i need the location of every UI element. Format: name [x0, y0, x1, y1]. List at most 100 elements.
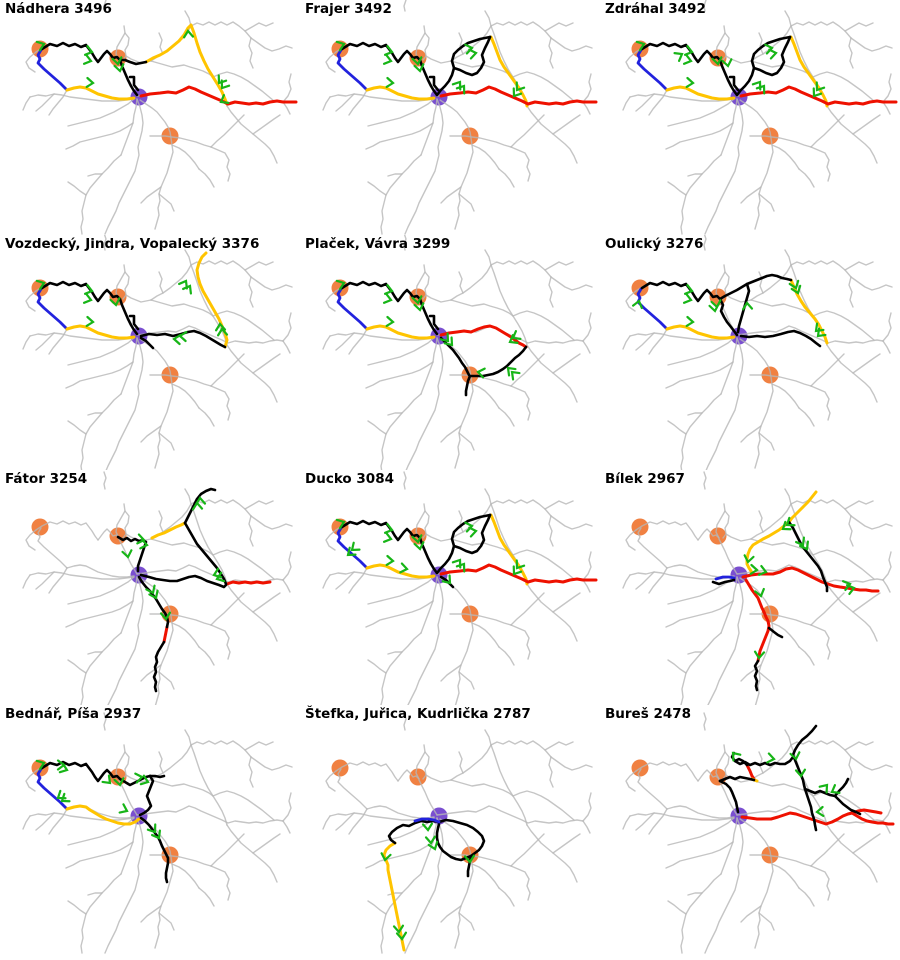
trail-segment: [365, 841, 434, 869]
trail-segment: [680, 873, 722, 954]
trail-segment: [450, 538, 514, 556]
trail-segment: [80, 393, 122, 470]
trail-segment: [758, 912, 775, 931]
route-map: [622, 712, 895, 954]
trail-segment: [252, 114, 281, 135]
route-path-black: [40, 280, 122, 303]
trail-segment: [322, 96, 331, 111]
trail-segment: [725, 55, 752, 64]
trail-segment: [387, 892, 403, 896]
trail-segment: [415, 503, 426, 539]
trail-segment: [29, 332, 135, 341]
trail-segment: [544, 261, 574, 271]
trail-segment: [403, 471, 407, 490]
direction-arrow-icon: [346, 546, 357, 557]
direction-arrow-icon: [113, 777, 125, 787]
trail-segment: [582, 340, 591, 354]
trail-segment: [420, 576, 438, 634]
trail-segment: [212, 310, 275, 341]
direction-arrow-icon: [151, 829, 161, 840]
route-path-black: [128, 314, 140, 331]
trail-segment: [348, 328, 368, 355]
direction-arrow-icon: [385, 315, 395, 328]
route-paths: [711, 490, 880, 692]
route-path-blue: [714, 575, 736, 581]
trail-segment: [87, 173, 103, 177]
direction-arrow-icon: [83, 45, 94, 56]
trail-segment: [798, 887, 815, 907]
trail-segment: [625, 290, 637, 312]
panel-title: Vozdecký, Jindra, Vopalecký 3376: [5, 236, 260, 252]
trail-segment: [798, 407, 815, 427]
trail-segment: [140, 905, 162, 923]
panel-title: Frajer 3492: [305, 1, 392, 17]
trail-segment: [882, 312, 892, 342]
trail-segment: [471, 383, 500, 409]
trail-segment: [715, 503, 726, 539]
trail-segment: [739, 818, 774, 949]
direction-arrow-icon: [814, 322, 825, 333]
panel-title: Bednář, Píša 2937: [5, 706, 142, 722]
trail-segment: [103, 235, 107, 251]
direction-arrow-icon: [134, 772, 144, 784]
trail-segment: [810, 833, 845, 867]
route-path-red: [745, 763, 756, 781]
trail-segment: [380, 632, 422, 705]
trail-segment: [512, 549, 575, 580]
direction-arrow-icon: [182, 284, 192, 295]
trail-segment: [722, 751, 730, 780]
direction-arrow-icon: [512, 565, 523, 576]
trail-segment: [740, 664, 762, 682]
direction-arrow-icon: [113, 63, 125, 73]
direction-arrow-icon: [753, 650, 766, 660]
trail-segment: [667, 659, 687, 674]
trail-segment: [322, 815, 331, 830]
trail-segment: [282, 101, 291, 115]
trail-segment: [625, 770, 637, 792]
trail-segment: [665, 122, 734, 150]
trail-segment: [449, 613, 512, 626]
trail-segment: [415, 25, 426, 61]
route-path-black: [183, 487, 217, 525]
trail-segment: [210, 385, 231, 421]
trail-segment: [852, 592, 881, 613]
route-map: [322, 712, 593, 954]
trail-segment: [582, 312, 592, 342]
route-path-red: [739, 85, 898, 106]
direction-arrow-icon: [508, 334, 519, 344]
direction-arrow-icon: [463, 854, 476, 864]
trail-segment: [544, 500, 574, 510]
trail-segment: [149, 854, 212, 867]
trail-segment: [210, 146, 231, 182]
trail-segment: [512, 71, 575, 102]
trail-segment: [325, 529, 337, 551]
direction-arrow-icon: [335, 518, 346, 530]
trail-segment: [750, 60, 814, 78]
trail-segment: [322, 335, 331, 350]
trail-segment: [348, 808, 368, 835]
trail-segment: [471, 144, 500, 170]
direction-arrow-icon: [413, 302, 425, 312]
trail-segment: [550, 37, 593, 52]
route-path-blue: [336, 526, 369, 570]
trail-segment: [158, 271, 164, 294]
route-path-blue: [336, 48, 369, 92]
trail-segment: [582, 551, 592, 581]
trail-segment: [667, 817, 735, 846]
route-path-black: [739, 329, 822, 348]
direction-arrow-icon: [683, 45, 694, 56]
direction-arrow-icon: [385, 554, 395, 567]
direction-arrow-icon: [455, 84, 466, 95]
trail-segment: [139, 818, 174, 949]
trail-segment: [648, 808, 668, 835]
trail-segment: [790, 499, 852, 517]
trail-segment: [629, 812, 735, 821]
trail-segment: [826, 105, 878, 164]
trail-segment: [852, 833, 881, 854]
trail-segment: [458, 510, 464, 533]
direction-arrow-icon: [350, 541, 361, 552]
trail-segment: [122, 32, 130, 61]
trail-segment: [367, 181, 387, 196]
route-map: [622, 235, 893, 470]
trail-segment: [544, 22, 574, 32]
